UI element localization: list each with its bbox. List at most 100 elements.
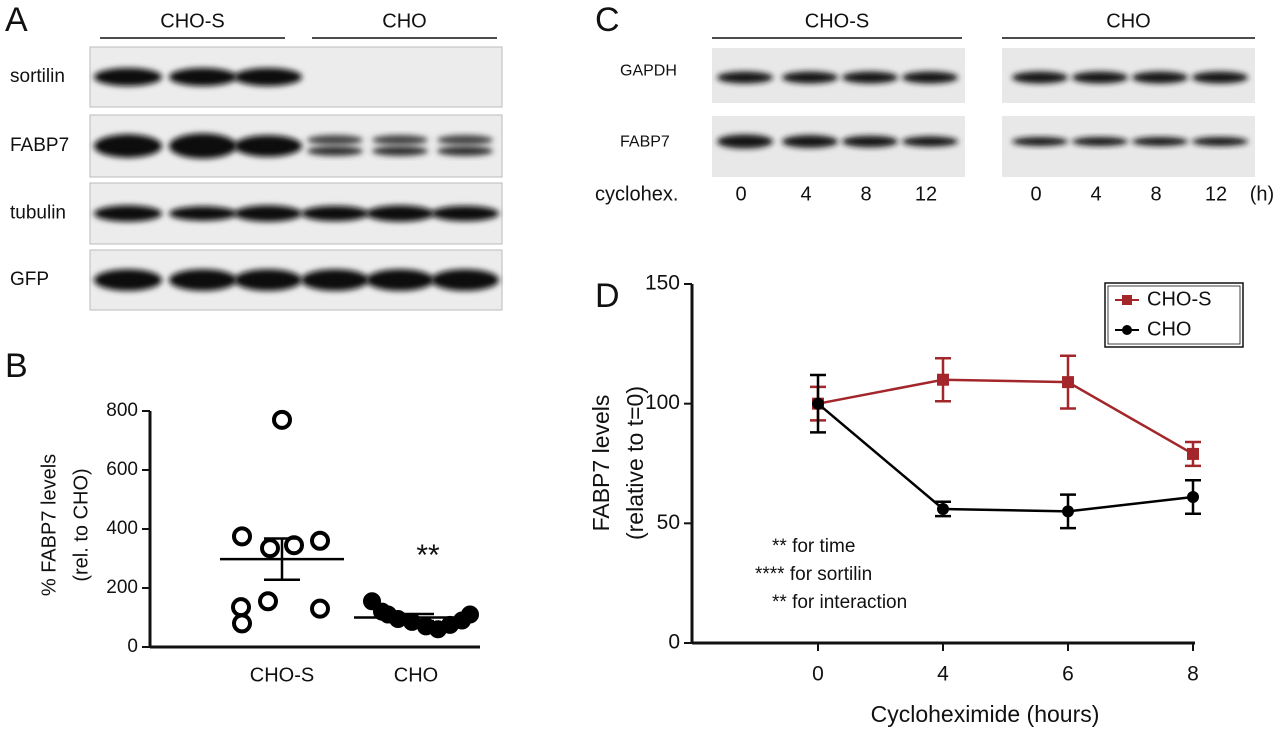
y-tick-label: 50 [657,511,680,534]
data-point [1062,376,1074,389]
line [817,402,1194,513]
y-tick-label: 0 [127,636,138,657]
legend-label: CHO [1147,318,1191,340]
error-bar [264,537,300,581]
band [372,135,428,145]
time-unit: (h) [1250,183,1274,205]
x-tick-label: 0 [812,663,824,686]
data-point [937,373,949,386]
blot-label: GAPDH [620,63,677,80]
x-tick-label: 4 [937,663,949,686]
data-point [258,591,278,612]
band [234,269,302,291]
time-tick: 8 [1150,183,1161,205]
data-point [232,613,252,634]
data-point [231,597,251,618]
band [842,135,898,148]
panel-letter: D [595,277,620,315]
data-point [1062,505,1074,518]
panel-letter: C [595,1,620,39]
time-tick: 4 [800,183,811,205]
band [1072,137,1128,146]
data-point [310,530,330,551]
panel-letter: B [5,347,28,385]
data-point [812,397,824,410]
band [1012,71,1068,84]
band [437,146,493,156]
group-label: CHO [382,10,426,32]
group-label: CHO-S [160,10,224,32]
band [782,135,838,148]
band [1132,137,1188,146]
data-point [260,538,280,559]
band [366,205,434,222]
annotation: ** for interaction [772,592,907,613]
legend-box [1104,282,1244,348]
y-tick-label: 800 [106,400,138,421]
legend-marker [1122,325,1132,335]
data-point [232,526,252,547]
data-point [461,605,479,624]
y-tick-label: 100 [645,391,680,414]
time-label: cyclohex. [595,183,678,205]
band [169,133,237,159]
data-point [373,602,391,621]
group-label: CHO [1106,10,1150,32]
time-tick: 0 [735,183,746,205]
y-tick-label: 400 [106,518,138,539]
y-tick-label: 600 [106,459,138,480]
band [782,71,838,84]
band [1072,71,1128,84]
x-axis-label: Cycloheximide (hours) [871,701,1100,727]
band [94,134,162,158]
band [1192,71,1248,84]
band [372,146,428,156]
x-tick-label: CHO-S [250,664,314,686]
time-tick: 12 [915,183,937,205]
y-tick-label: 0 [668,631,680,654]
blot-label: FABP7 [620,134,670,151]
blot-label: GFP [10,269,49,290]
line [817,378,1194,456]
band [437,135,493,145]
band [169,206,237,221]
band [431,269,499,291]
y-axis-label: (relative to t=0) [622,386,648,540]
band [307,135,363,145]
data-point [310,598,330,619]
x-tick-label: CHO [394,664,438,686]
y-tick-label: 150 [645,272,680,295]
y-tick-label: 200 [106,577,138,598]
band [307,146,363,156]
band [234,205,302,222]
band [717,134,773,149]
band [169,269,237,291]
time-tick: 4 [1090,183,1101,205]
band [94,68,162,86]
annotation: **** for sortilin [755,564,872,585]
band [301,269,369,291]
time-tick: 8 [860,183,871,205]
data-point [1187,447,1199,460]
blot-label: tubulin [10,203,66,224]
time-tick: 0 [1030,183,1041,205]
legend-marker [1122,295,1132,305]
y-axis-label: FABP7 levels [588,395,614,532]
band [1012,137,1068,146]
band [717,71,773,84]
data-point [272,409,292,430]
error-bar [398,612,434,623]
band [94,205,162,222]
band [301,205,369,222]
group-label: CHO-S [805,10,869,32]
annotation: ** [416,539,440,572]
band [366,269,434,291]
blot [1002,116,1255,177]
band [94,269,162,291]
y-axis-label: % FABP7 levels [38,454,60,596]
legend-label: CHO-S [1147,288,1211,310]
data-point [937,502,949,515]
band [902,71,958,84]
band [431,205,499,222]
